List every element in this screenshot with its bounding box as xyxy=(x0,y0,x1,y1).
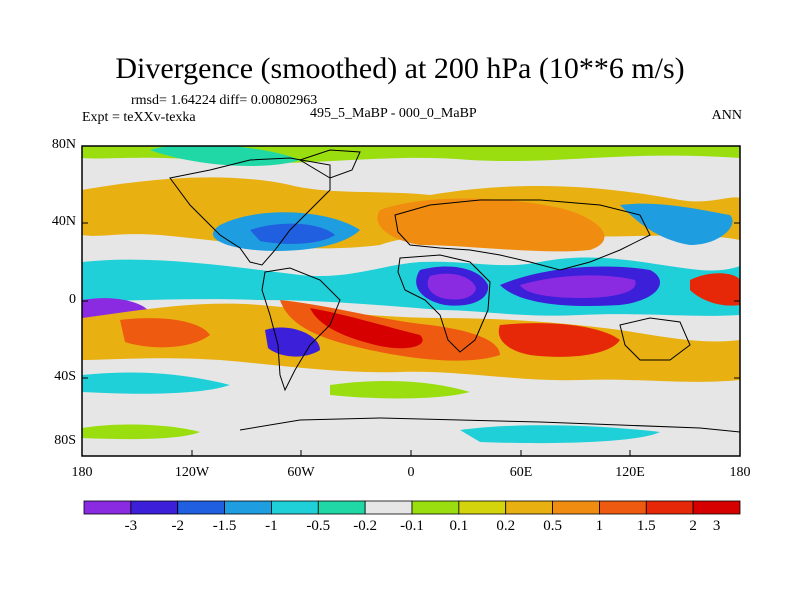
australia-coast xyxy=(619,317,691,361)
colorbar-swatch xyxy=(224,500,272,515)
lat-label-40s: 40S xyxy=(54,369,76,384)
lon-label-0: 0 xyxy=(407,465,415,480)
southern-ocean-positive xyxy=(330,380,470,399)
colorbar-label: -0.5 xyxy=(306,518,331,534)
colorbar-label: -0.1 xyxy=(400,518,424,534)
lat-label-80n: 80N xyxy=(51,137,76,152)
south-atlantic-core xyxy=(310,308,423,349)
colorbar-label: 2 xyxy=(689,518,697,534)
lon-label-180e: 180 xyxy=(729,465,751,480)
colorbar-swatch xyxy=(552,500,600,515)
colorbar xyxy=(83,500,741,515)
colorbar-swatch xyxy=(130,500,179,515)
south-pacific-divergence xyxy=(120,318,210,348)
africa-coast xyxy=(397,254,491,353)
colorbar-label: -0.2 xyxy=(353,518,378,534)
lat-label-80s: 80S xyxy=(54,433,76,448)
north-america-coast xyxy=(169,157,331,266)
stats-line: rmsd= 1.64224 diff= 0.00802963 xyxy=(131,93,318,108)
eurasia-coast xyxy=(394,199,651,271)
antarctica-coast xyxy=(239,417,740,433)
africa-convergence-core xyxy=(427,273,476,300)
greenland-coast xyxy=(298,149,361,179)
west-pacific-trough xyxy=(620,203,733,245)
colorbar-label: -3 xyxy=(124,518,138,534)
season-label: ANN xyxy=(711,108,742,123)
colorbar-swatch xyxy=(505,500,553,515)
axis-ticks xyxy=(81,145,741,457)
south-indian-divergence xyxy=(498,323,620,357)
arctic-blob xyxy=(150,146,300,166)
colorbar-swatch xyxy=(692,500,741,515)
lon-label-60e: 60E xyxy=(509,465,533,480)
lat-label-0: 0 xyxy=(69,292,76,307)
lat-label-40n: 40N xyxy=(51,214,76,229)
colorbar-label: 1 xyxy=(595,518,604,534)
colorbar-swatch xyxy=(317,500,366,515)
indian-ocean-core xyxy=(520,275,636,298)
colorbar-swatch xyxy=(364,500,413,515)
coastlines xyxy=(169,149,740,433)
south-america-coast xyxy=(261,267,341,392)
antarctic-positive xyxy=(82,424,200,440)
lon-label-120w: 120W xyxy=(174,465,210,480)
colorbar-label: 0.2 xyxy=(496,518,516,534)
colorbar-label: -1.5 xyxy=(212,518,237,534)
colorbar-label: 0.1 xyxy=(449,518,469,534)
colorbar-swatch xyxy=(83,500,132,515)
colorbar-label: 1.5 xyxy=(636,518,656,534)
dateline-divergence xyxy=(690,273,740,306)
lon-label-180w: 180 xyxy=(71,465,93,480)
divergence-field xyxy=(82,146,740,456)
colorbar-swatch xyxy=(599,500,647,515)
southern-ocean-negative-1 xyxy=(82,372,230,394)
comparison-label: 495_5_MaBP - 000_0_MaBP xyxy=(310,106,477,121)
plot-title: Divergence (smoothed) at 200 hPa (10**6 … xyxy=(115,52,685,85)
pacific-trough-core xyxy=(250,223,335,244)
antarctic-negative xyxy=(460,425,660,444)
colorbar-label: 0.5 xyxy=(543,518,562,534)
colorbar-swatch xyxy=(458,500,507,515)
colorbar-swatch xyxy=(177,500,225,515)
colorbar-swatch xyxy=(645,500,694,515)
colorbar-label: -2 xyxy=(171,518,184,534)
colorbar-label: -1 xyxy=(265,518,278,534)
lon-label-120e: 120E xyxy=(615,465,645,480)
colorbar-label: 3 xyxy=(712,518,721,534)
eurasia-positive xyxy=(377,198,605,252)
colorbar-swatch xyxy=(411,500,460,515)
colorbar-swatch xyxy=(271,500,319,515)
experiment-label: Expt = teXXv-texka xyxy=(82,110,196,125)
lon-label-60w: 60W xyxy=(287,465,315,480)
